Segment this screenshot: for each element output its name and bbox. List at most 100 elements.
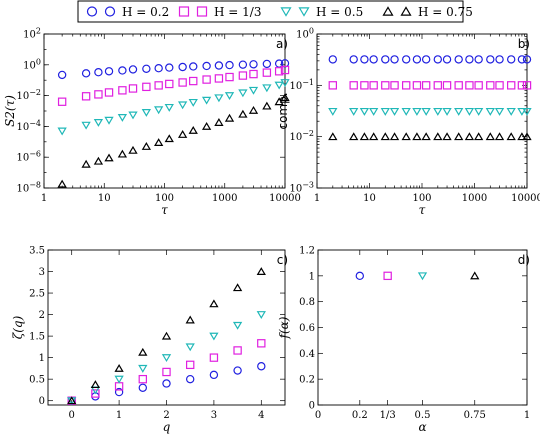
data-point (177, 130, 188, 138)
data-point (178, 78, 187, 87)
chart-panel-a: 1 10 100 1000 10000 10−8 10−6 10−4 10−2 100 102 τ S2… (3, 27, 301, 218)
data-point (464, 107, 475, 116)
plot-frame (43, 33, 286, 189)
data-point (421, 55, 431, 64)
data-point (81, 159, 91, 168)
data-point (57, 97, 67, 106)
data-point (494, 132, 505, 141)
data-point (381, 81, 390, 90)
data-point (154, 138, 164, 146)
data-point (248, 86, 259, 95)
data-point (161, 331, 172, 340)
tick-label: 0.5 (29, 375, 45, 386)
data-point (421, 107, 431, 116)
chart-panel-c: 0 1 2 3 4 0 0.5 1 1.5 2 2.5 3 3.5 q ζ(q) c) (11, 246, 288, 435)
data-point (81, 69, 91, 78)
data-point (328, 107, 338, 116)
tick-label: 0.5 (415, 410, 431, 421)
data-point (517, 107, 527, 116)
tick-label: 0.2 (299, 375, 315, 386)
legend-marker (196, 6, 208, 17)
tick-label: 3 (39, 267, 45, 278)
legend-marker (86, 6, 98, 17)
data-point (495, 55, 504, 64)
data-point (104, 153, 114, 162)
tick-label: 100 (296, 27, 314, 41)
data-point (233, 346, 242, 355)
data-point (141, 109, 152, 117)
data-point (238, 60, 248, 69)
data-point (369, 132, 379, 141)
data-point (359, 107, 370, 116)
tick-label: 1.5 (29, 332, 45, 343)
data-point (390, 81, 399, 90)
legend-marker (280, 7, 292, 17)
data-point (67, 396, 77, 405)
data-point (383, 271, 392, 281)
data-point (238, 89, 248, 98)
data-point (189, 76, 198, 86)
data-point (233, 366, 242, 375)
data-point (328, 81, 338, 90)
data-point (162, 379, 171, 388)
tick-label: 100 (23, 57, 41, 71)
data-point (188, 125, 198, 134)
tick-label: 3 (211, 410, 217, 421)
tick-label: 1 (314, 193, 320, 204)
x-axis-label: τ (419, 203, 426, 217)
data-point (464, 132, 475, 141)
data-point (118, 86, 127, 95)
data-point (369, 81, 378, 90)
data-point (262, 101, 272, 110)
data-point (128, 111, 138, 120)
legend-label: H = 0.75 (418, 5, 473, 19)
data-point (522, 55, 532, 64)
data-point (114, 375, 124, 384)
data-point (138, 364, 148, 373)
data-point (90, 380, 101, 389)
data-point (280, 65, 290, 75)
data-point (142, 64, 151, 73)
data-point (442, 55, 452, 64)
data-point (162, 367, 171, 377)
tick-label: 10−1 (289, 78, 314, 92)
data-point (517, 81, 527, 90)
data-point (274, 97, 284, 106)
data-point (274, 67, 284, 76)
data-point (380, 107, 390, 116)
data-point (401, 107, 411, 116)
legend: H = 0.2 H = 1/3 H = 0.5 H = 0.75 (77, 0, 473, 23)
data-point (214, 118, 224, 126)
data-point (249, 60, 258, 69)
data-point (138, 347, 148, 356)
data-point (485, 107, 495, 116)
data-point (214, 94, 224, 103)
tick-label: 0.8 (299, 297, 315, 308)
data-point (522, 107, 532, 116)
data-point (142, 82, 151, 92)
data-point (185, 343, 195, 352)
data-point (262, 68, 272, 77)
data-point (177, 101, 188, 110)
data-point (412, 107, 422, 116)
data-point (93, 118, 104, 127)
data-point (165, 79, 174, 89)
tick-label: 10000 (511, 193, 540, 204)
tick-label: 10 (363, 193, 376, 204)
data-point (118, 66, 127, 75)
tick-label: 0 (315, 410, 321, 421)
data-point (474, 132, 484, 141)
data-point (232, 321, 243, 330)
data-point (454, 132, 464, 141)
tick-label: 0 (69, 410, 75, 421)
x-axis-label: q (163, 420, 171, 434)
tick-label: 0 (39, 396, 45, 407)
data-point (454, 55, 463, 64)
tick-label: 4 (258, 410, 264, 421)
tick-label: 2 (163, 410, 169, 421)
legend-marker (400, 6, 412, 16)
data-point (248, 105, 259, 114)
legend-box (77, 0, 464, 23)
data-point (522, 81, 532, 90)
